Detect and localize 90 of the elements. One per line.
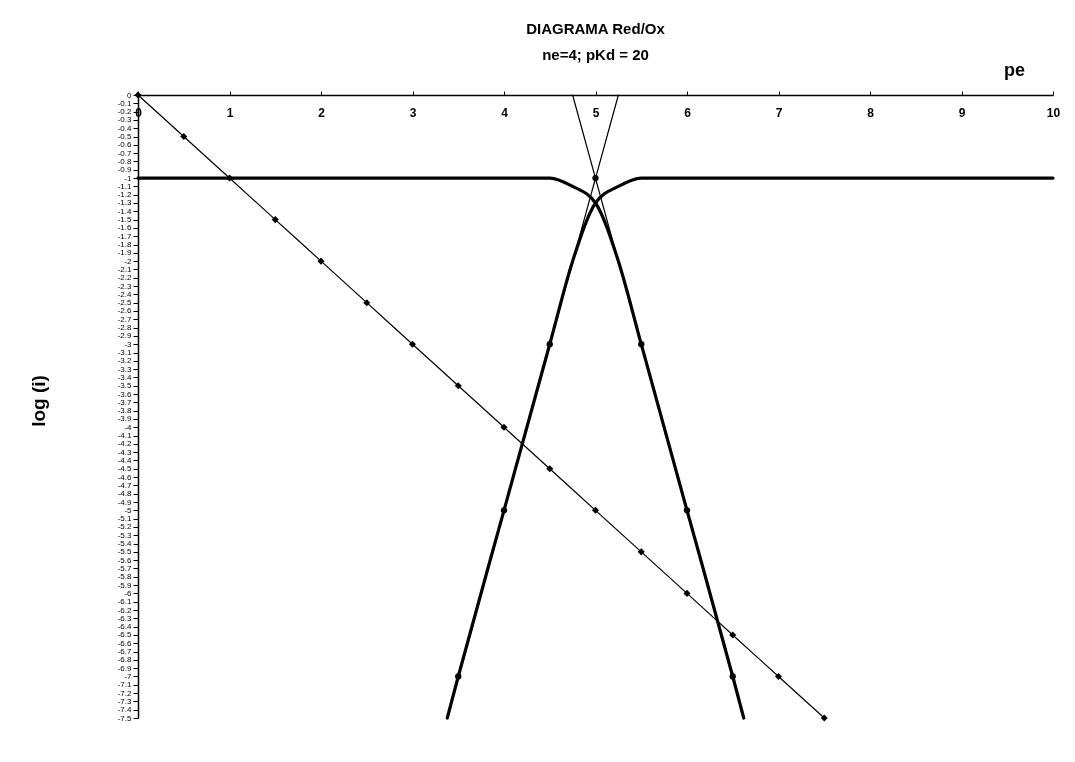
y-tick-label: -1.2: [117, 190, 133, 200]
y-tick-label: -5.6: [117, 555, 133, 565]
y-tick-label: -4.5: [117, 464, 133, 474]
y-tick-label: -3.7: [117, 397, 133, 407]
y-tick-label: -3.5: [117, 381, 133, 391]
y-tick-label: -2.5: [117, 298, 133, 308]
y-tick-label: -6: [124, 588, 133, 598]
y-tick-label: -4.7: [117, 480, 133, 490]
y-tick-label: -0.6: [117, 140, 133, 150]
y-tick-label: -1: [124, 173, 133, 183]
x-tick-label: 1: [226, 105, 234, 120]
y-tick-label: -5.1: [117, 514, 133, 524]
y-tick-label: -6.5: [117, 630, 133, 640]
y-tick-label: -5.7: [117, 563, 133, 573]
x-tick-label: 3: [409, 105, 417, 120]
y-tick-label: -0.1: [117, 98, 133, 108]
y-tick-label: -1.4: [117, 206, 133, 216]
y-axis-title: log (i): [27, 375, 49, 427]
x-axis-title: pe: [1003, 59, 1026, 80]
y-tick-label: -7.4: [117, 705, 133, 715]
y-tick-label: -4.6: [117, 472, 133, 482]
y-tick-label: -1.7: [117, 231, 133, 241]
y-tick-label: -4.1: [117, 431, 133, 441]
y-tick-label: -2.6: [117, 306, 133, 316]
y-tick-label: -3.3: [117, 364, 133, 374]
x-tick-label: 8: [867, 105, 875, 120]
y-tick-label: -7: [124, 671, 133, 681]
y-tick-label: -6.6: [117, 638, 133, 648]
y-tick-label: -4: [124, 422, 133, 432]
y-tick-label: -4.3: [117, 447, 133, 457]
y-tick-label: -6.4: [117, 622, 133, 632]
y-tick-label: -5.5: [117, 547, 133, 557]
x-tick-label: 9: [958, 105, 966, 120]
y-tick-label: -4.2: [117, 439, 133, 449]
x-tick-label: 4: [501, 105, 509, 120]
y-tick-label: -2.3: [117, 281, 133, 291]
y-tick-label: -3.4: [117, 372, 133, 382]
y-tick-label: -4.8: [117, 489, 133, 499]
y-tick-label: -3: [124, 339, 133, 349]
y-tick-label: -7.1: [117, 680, 133, 690]
y-tick-label: -2.2: [117, 273, 133, 283]
y-tick-label: -6.1: [117, 597, 133, 607]
y-tick-label: -0.2: [117, 107, 133, 117]
x-tick-label: 5: [592, 105, 600, 120]
y-tick-label: -4.4: [117, 455, 133, 465]
y-tick-label: -5.2: [117, 522, 133, 532]
y-tick-label: -3.2: [117, 356, 133, 366]
y-tick-label: -2.1: [117, 264, 133, 274]
x-tick-label: 2: [318, 105, 326, 120]
y-tick-label: -0.8: [117, 156, 133, 166]
y-tick-label: -5.9: [117, 580, 133, 590]
y-tick-label: -5: [124, 505, 133, 515]
y-tick-label: -1.1: [117, 181, 133, 191]
y-tick-label: -3.9: [117, 414, 133, 424]
y-tick-label: -6.2: [117, 605, 133, 615]
y-tick-label: -7.5: [117, 713, 133, 723]
y-tick-label: -7.3: [117, 696, 133, 706]
y-tick-label: -4.9: [117, 497, 133, 507]
y-tick-label: -1.6: [117, 223, 133, 233]
y-tick-label: -0.7: [117, 148, 133, 158]
y-tick-label: -7.2: [117, 688, 133, 698]
y-tick-label: -6.7: [117, 647, 133, 657]
y-tick-label: -0.3: [117, 115, 133, 125]
y-tick-label: -3.8: [117, 406, 133, 416]
y-tick-label: -0.5: [117, 132, 133, 142]
chart-title: DIAGRAMA Red/Ox: [526, 20, 666, 37]
y-tick-label: -0.9: [117, 165, 133, 175]
y-tick-label: -2: [124, 256, 133, 266]
y-tick-label: -6.8: [117, 655, 133, 665]
x-tick-label: 7: [775, 105, 783, 120]
y-tick-label: -5.3: [117, 530, 133, 540]
y-tick-label: 0: [127, 90, 133, 100]
x-tick-label: 10: [1046, 105, 1061, 120]
x-tick-label: 6: [684, 105, 692, 120]
y-tick-label: -2.4: [117, 289, 133, 299]
y-tick-label: -2.9: [117, 331, 133, 341]
y-tick-label: -3.6: [117, 389, 133, 399]
y-tick-label: -3.1: [117, 348, 133, 358]
y-tick-label: -5.8: [117, 572, 133, 582]
y-tick-label: -2.8: [117, 323, 133, 333]
y-tick-label: -1.8: [117, 240, 133, 250]
y-tick-label: -5.4: [117, 539, 133, 549]
y-tick-label: -2.7: [117, 314, 133, 324]
y-tick-label: -0.4: [117, 123, 133, 133]
y-tick-label: -1.3: [117, 198, 133, 208]
y-tick-label: -6.3: [117, 613, 133, 623]
y-tick-label: -1.9: [117, 248, 133, 258]
chart-subtitle: ne=4; pKd = 20: [542, 46, 649, 63]
y-tick-label: -6.9: [117, 663, 133, 673]
y-tick-label: -1.5: [117, 215, 133, 225]
